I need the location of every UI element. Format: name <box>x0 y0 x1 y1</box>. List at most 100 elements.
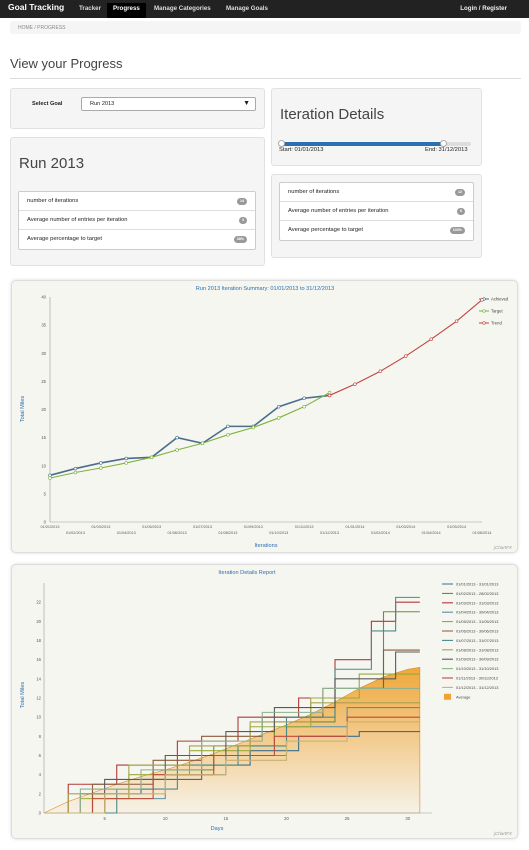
list-item: number of iterations 12 <box>280 183 473 202</box>
summary-chart-svg: Run 2013 Iteration Summary: 01/01/2013 t… <box>20 286 513 550</box>
data-point <box>429 337 433 341</box>
y-tick-label: 12 <box>36 696 41 701</box>
goal-select[interactable]: Run 2013 ▼ <box>81 97 256 111</box>
x-tick-label: 01/03/2014 <box>396 525 415 529</box>
stat-label: Average percentage to target <box>27 236 102 242</box>
series-line <box>44 596 420 814</box>
y-tick-label: 0 <box>39 811 42 816</box>
stat-badge: 6 <box>457 208 465 215</box>
data-point <box>149 455 154 460</box>
list-item: Average percentage to target 100% <box>280 221 473 240</box>
y-tick-label: 16 <box>36 657 41 662</box>
y-tick-label: 15 <box>41 435 46 440</box>
y-tick-label: 10 <box>36 715 41 720</box>
data-point <box>327 393 332 398</box>
y-tick-label: 20 <box>36 619 41 624</box>
x-tick-label: 25 <box>345 816 350 821</box>
login-register-link[interactable]: Login / Register <box>460 5 507 12</box>
breadcrumb[interactable]: HOME / PROGRESS <box>10 21 521 34</box>
x-tick-label: 01/06/2014 <box>472 531 491 535</box>
y-tick-label: 22 <box>36 600 41 605</box>
range-start-text: Start: 01/01/2013 <box>279 147 324 153</box>
data-point <box>124 461 128 465</box>
stat-label: number of iterations <box>27 198 79 204</box>
x-tick-label: 01/12/2013 <box>320 531 339 535</box>
nav-manage-goals[interactable]: Manage Goals <box>226 5 268 12</box>
navbar: Goal Tracking Tracker Progress Manage Ca… <box>0 0 529 18</box>
x-tick-label: 5 <box>103 816 106 821</box>
legend-label: 01/12/2013 - 31/12/2013 <box>456 685 498 690</box>
y-axis-label: Total Miles <box>20 682 26 709</box>
brand[interactable]: Goal Tracking <box>8 2 65 12</box>
data-point <box>277 404 281 409</box>
iteration-details-title: Iteration Details <box>280 106 385 123</box>
x-tick-label: 30 <box>405 816 410 821</box>
series-line-trend <box>329 299 483 396</box>
y-tick-label: 18 <box>36 638 41 643</box>
legend-label: 01/04/2013 - 30/04/2013 <box>456 610 498 615</box>
data-point <box>378 369 383 373</box>
slider-start-handle[interactable] <box>278 140 285 147</box>
y-tick-label: 14 <box>36 676 41 681</box>
chevron-down-icon: ▼ <box>243 100 250 107</box>
stat-badge: 100% <box>449 227 465 234</box>
legend-marker <box>482 309 486 313</box>
x-tick-label: 15 <box>224 816 229 821</box>
run-title: Run 2013 <box>19 155 85 172</box>
y-tick-label: 40 <box>41 295 46 300</box>
stat-badge: 12 <box>455 189 465 196</box>
data-point <box>73 466 78 471</box>
x-tick-label: 01/09/2013 <box>244 525 263 529</box>
slider-end-handle[interactable] <box>439 140 447 147</box>
x-tick-label: 01/03/2013 <box>91 525 110 529</box>
range-end-text: End: 31/12/2013 <box>425 147 468 153</box>
series-line <box>44 687 420 814</box>
legend-label: Trend <box>491 321 502 326</box>
x-tick-label: 01/04/2014 <box>422 531 441 535</box>
x-tick-label: 01/10/2013 <box>269 531 288 535</box>
legend-swatch <box>444 693 451 700</box>
data-point <box>226 424 230 429</box>
x-axis-label: Days <box>211 826 224 832</box>
series-line <box>44 721 420 814</box>
nav-progress[interactable]: Progress <box>107 3 146 18</box>
data-point <box>302 404 306 409</box>
chart-credit: jChartFX <box>493 831 513 836</box>
x-tick-label: 01/01/2014 <box>345 525 364 529</box>
legend-label: 01/10/2013 - 31/10/2013 <box>456 666 498 671</box>
legend-label: 01/09/2013 - 30/09/2013 <box>456 657 498 662</box>
legend-label: 01/02/2013 - 28/02/2013 <box>456 591 498 596</box>
y-tick-label: 5 <box>44 491 47 496</box>
x-tick-label: 01/07/2013 <box>193 525 212 529</box>
x-tick-label: 01/11/2013 <box>295 525 314 529</box>
data-point <box>99 466 103 470</box>
iteration-details-panel <box>271 88 482 166</box>
y-tick-label: 30 <box>41 351 46 356</box>
data-point <box>277 416 281 420</box>
y-tick-label: 35 <box>41 323 46 328</box>
y-tick-label: 25 <box>41 379 46 384</box>
list-item: Average number of entries per iteration 6 <box>280 202 473 221</box>
date-range-slider[interactable] <box>278 140 471 147</box>
data-point <box>480 298 484 302</box>
stat-label: Average percentage to target <box>288 227 363 233</box>
page-title: View your Progress <box>10 56 123 71</box>
data-point <box>454 319 459 323</box>
series-line <box>44 673 420 814</box>
data-point <box>48 476 52 480</box>
x-tick-label: 01/04/2013 <box>117 531 136 535</box>
legend-label: Achieved <box>491 297 509 302</box>
y-tick-label: 4 <box>39 772 42 777</box>
select-goal-label: Select Goal <box>32 101 63 107</box>
nav-manage-categories[interactable]: Manage Categories <box>154 5 211 12</box>
data-point <box>48 473 52 478</box>
x-tick-label: 01/05/2014 <box>447 525 466 529</box>
stat-label: Average number of entries per iteration <box>27 217 128 223</box>
nav-tracker[interactable]: Tracker <box>79 5 102 12</box>
x-tick-label: 01/05/2013 <box>142 525 161 529</box>
data-point <box>124 456 128 461</box>
stat-label: number of iterations <box>288 189 340 195</box>
data-point <box>251 425 255 430</box>
data-point <box>200 441 205 445</box>
data-point <box>175 435 179 440</box>
